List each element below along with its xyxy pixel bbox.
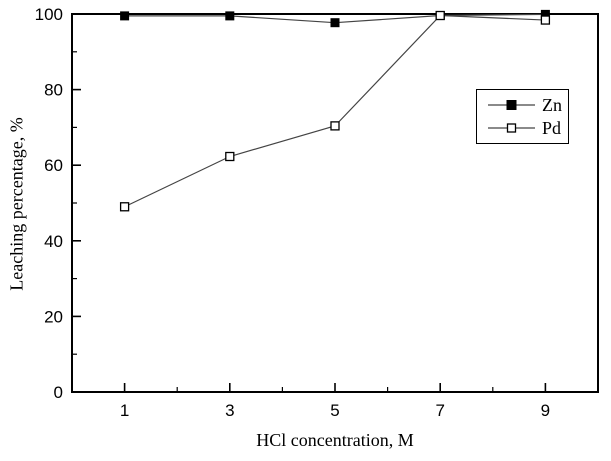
marker-pd-open-square [330, 121, 340, 131]
marker-pd-open-square [225, 151, 235, 162]
legend-entry-pd: Pd [488, 119, 568, 137]
legend: Zn Pd [476, 89, 569, 144]
legend-entry-zn: Zn [488, 96, 568, 114]
y-tick-label: 0 [54, 383, 63, 402]
marker-pd-open-square [435, 10, 445, 21]
y-tick-label: 60 [44, 156, 63, 175]
y-tick-label: 40 [44, 232, 63, 251]
x-tick-label: 7 [435, 401, 444, 420]
pd-open-square-marker-icon [488, 123, 535, 133]
marker-pd-open-square [540, 15, 551, 25]
x-tick-label: 5 [330, 401, 339, 420]
y-axis-title: Leaching percentage, % [6, 117, 27, 291]
marker-zn-filled-square [225, 11, 235, 21]
zn-filled-square-marker-icon [488, 99, 535, 110]
y-tick-label: 100 [35, 5, 63, 24]
marker-pd-open-square [119, 202, 130, 212]
legend-label-pd: Pd [542, 118, 562, 139]
y-tick-label: 20 [44, 307, 63, 326]
y-tick-label: 80 [44, 81, 63, 100]
x-tick-label: 9 [541, 401, 550, 420]
x-tick-label: 1 [120, 401, 129, 420]
plot-box [71, 13, 599, 393]
x-axis-title: HCl concentration, M [256, 430, 414, 450]
x-tick-label: 3 [225, 401, 234, 420]
marker-zn-filled-square [120, 11, 130, 21]
marker-zn-filled-square [330, 18, 340, 28]
legend-label-zn: Zn [542, 94, 562, 115]
